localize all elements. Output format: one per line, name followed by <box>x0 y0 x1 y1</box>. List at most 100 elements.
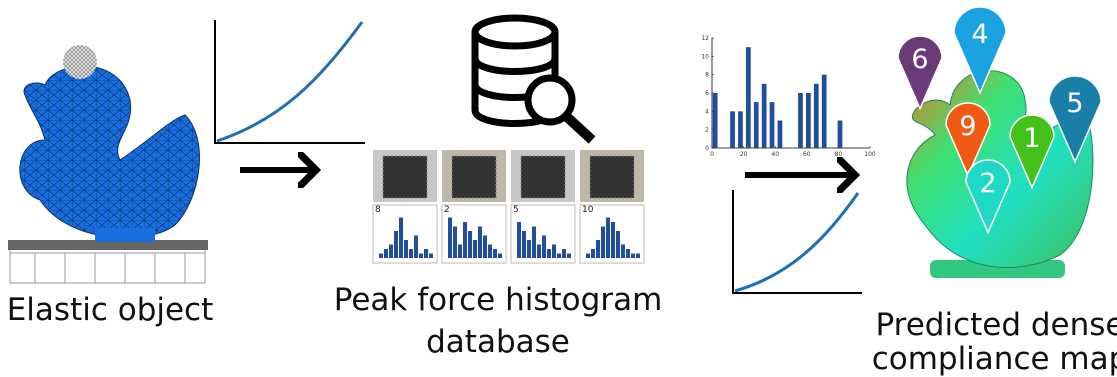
lattice-cube <box>521 156 565 198</box>
mini-bar <box>419 254 423 259</box>
database-tiles: 8 2 5 10 <box>373 150 644 263</box>
x-tick-label: 0 <box>710 151 714 158</box>
bar <box>754 102 759 148</box>
bar <box>798 93 803 148</box>
tile-label: 5 <box>513 205 519 215</box>
mini-bar <box>562 249 566 258</box>
y-tick-label: 4 <box>705 108 709 115</box>
x-tick-label: 60 <box>803 151 811 158</box>
figure: Elastic object 82510 Peak force histogra… <box>0 0 1117 377</box>
mini-bar <box>591 249 595 258</box>
pin-label: 1 <box>1023 123 1040 154</box>
tile-label: 2 <box>444 205 450 215</box>
mini-bar <box>532 227 536 259</box>
caption: Predicted dense <box>876 307 1117 343</box>
bar <box>713 93 718 148</box>
caption: Elastic object <box>7 292 214 328</box>
mini-bar <box>631 254 635 259</box>
mini-bar <box>547 249 551 258</box>
mini-bar <box>468 231 472 258</box>
lattice-cube <box>383 156 427 198</box>
histogram: 0 2 4 6 8 10 12 0 20 40 60 80 100 <box>701 35 876 158</box>
lattice-cube <box>452 156 496 198</box>
y-tick-label: 0 <box>705 145 709 152</box>
mini-bar <box>626 249 630 258</box>
y-tick-label: 2 <box>705 127 709 134</box>
mini-bar <box>557 254 561 259</box>
y-tick-label: 10 <box>701 53 709 60</box>
bar <box>778 121 783 149</box>
pin-label: 9 <box>959 111 976 142</box>
bar <box>770 102 775 148</box>
y-tick-label: 6 <box>705 90 709 97</box>
mini-bar <box>498 254 502 259</box>
bar <box>730 111 735 148</box>
duck-mesh <box>20 66 200 238</box>
mini-bar <box>616 231 620 258</box>
tile-label: 10 <box>582 205 594 215</box>
x-tick-label: 20 <box>740 151 748 158</box>
mini-bar <box>384 249 388 258</box>
y-tick-label: 8 <box>705 72 709 79</box>
bar <box>838 121 843 149</box>
mini-bar <box>493 249 497 258</box>
mini-bar <box>611 222 615 258</box>
axis <box>712 38 870 148</box>
pin-label: 2 <box>979 168 996 199</box>
mini-bar <box>488 245 492 259</box>
caption: Peak force histogram <box>334 282 663 318</box>
bar <box>746 47 751 148</box>
mini-bar <box>567 254 571 259</box>
elastic-duck <box>8 45 208 283</box>
mini-bar <box>483 236 487 259</box>
mini-bar <box>537 245 541 259</box>
mini-bar <box>473 240 477 258</box>
bar <box>814 84 819 148</box>
mini-bar <box>522 231 526 258</box>
mini-bar <box>404 240 408 258</box>
mini-bar <box>458 245 462 259</box>
mini-bar <box>586 254 590 259</box>
mini-bar <box>527 240 531 258</box>
mini-bar <box>389 245 393 259</box>
mini-bar <box>379 254 383 259</box>
force-curve <box>733 190 862 293</box>
mini-bar <box>552 245 556 259</box>
database-icon <box>475 18 592 140</box>
mini-bar <box>429 254 433 259</box>
tile-label: 8 <box>375 205 381 215</box>
y-tick-label: 12 <box>701 35 709 42</box>
probe-ball <box>63 45 97 79</box>
mini-bar <box>453 227 457 259</box>
mini-bar <box>409 249 413 258</box>
duck-base <box>95 228 155 242</box>
x-tick-label: 100 <box>864 151 876 158</box>
mini-bar <box>601 227 605 259</box>
mini-bar <box>606 218 610 259</box>
x-tick-label: 40 <box>771 151 779 158</box>
mini-bar <box>542 236 546 259</box>
mini-bar <box>414 236 418 259</box>
bar <box>762 84 767 148</box>
mini-bar <box>399 218 403 259</box>
pin-label: 5 <box>1066 88 1083 119</box>
mini-bar <box>394 231 398 258</box>
caption: database <box>426 324 570 360</box>
mini-bar <box>636 254 640 259</box>
mini-bar <box>517 222 521 258</box>
lattice-cube <box>590 156 634 198</box>
platform-grid <box>10 253 205 283</box>
bar <box>806 93 811 148</box>
mini-bar <box>424 249 428 258</box>
force-curve <box>215 20 365 143</box>
bar <box>822 75 827 148</box>
mini-bar <box>448 218 452 259</box>
mini-bar <box>621 245 625 259</box>
bar <box>738 111 743 148</box>
x-tick-label: 80 <box>835 151 843 158</box>
pin-label: 4 <box>971 19 988 50</box>
caption: compliance map <box>872 341 1117 377</box>
pin-label: 6 <box>911 44 928 75</box>
mini-bar <box>478 227 482 259</box>
mini-bar <box>596 240 600 258</box>
